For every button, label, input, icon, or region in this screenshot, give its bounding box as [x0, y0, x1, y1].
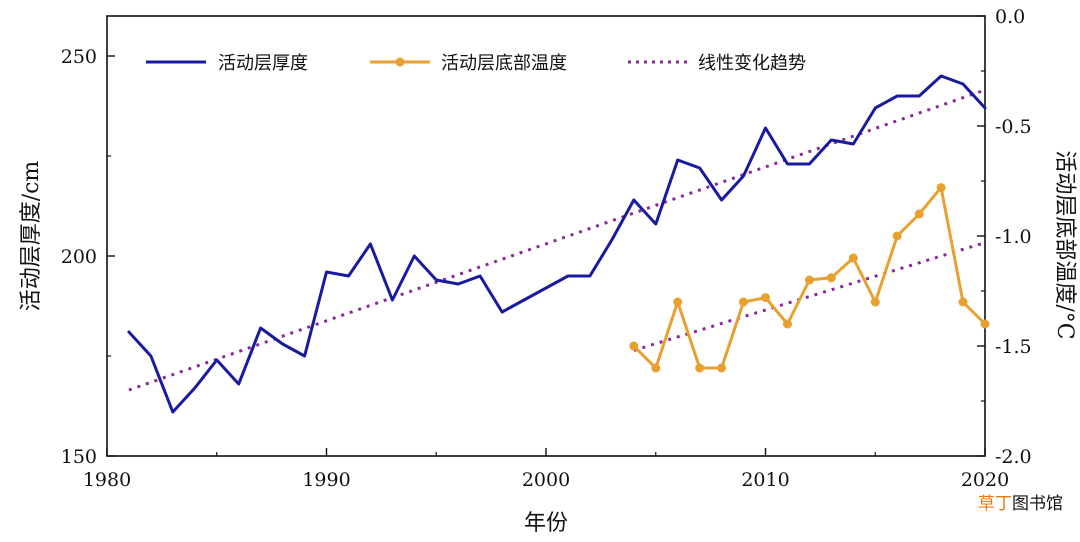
temperature-point	[739, 297, 748, 307]
watermark: 草丁 图书馆	[975, 488, 1075, 516]
temperature-point	[826, 273, 836, 283]
x-axis-title: 年份	[524, 511, 568, 536]
trend-line-right	[633, 241, 986, 352]
y-right-tick-label: -1.5	[995, 336, 1032, 358]
x-tick-label: 2000	[522, 469, 570, 491]
legend: 活动层厚度 活动层底部温度 线性变化趋势	[146, 53, 806, 74]
temperature-point	[848, 253, 858, 263]
y-left-tick-label: 250	[61, 46, 97, 68]
trend-line-left	[128, 88, 986, 392]
ticks-layer: 1980 1990 2000 2010 2020 150 200 250 0.0 -0.5 -1.0…	[61, 6, 1032, 491]
temperature-point	[892, 231, 902, 241]
temperature-point	[958, 297, 968, 307]
temperature-point	[870, 297, 880, 307]
legend-label-trend: 线性变化趋势	[698, 53, 806, 74]
legend-label-temperature: 活动层底部温度	[441, 53, 567, 74]
y-axis-left-title: 活动层厚度/cm	[19, 161, 44, 312]
y-right-tick-label: 0.0	[995, 6, 1025, 28]
temperature-point	[629, 341, 639, 351]
plot-frame	[106, 15, 986, 457]
legend-marker-temperature	[395, 57, 405, 67]
watermark-brand: 草丁	[978, 494, 1012, 514]
temperature-point	[914, 209, 924, 219]
x-tick-label: 1980	[83, 469, 131, 491]
x-tick-label: 1990	[302, 469, 350, 491]
temperature-point	[936, 183, 946, 193]
legend-label-thickness: 活动层厚度	[218, 53, 308, 74]
temperature-point	[717, 363, 727, 373]
temperature-point	[761, 293, 770, 303]
temperature-point	[980, 319, 990, 329]
y-right-tick-label: -0.5	[995, 116, 1032, 138]
temperature-point	[651, 363, 661, 373]
series-layer	[127, 74, 990, 414]
y-left-tick-label: 200	[61, 246, 97, 268]
y-left-tick-label: 150	[61, 446, 97, 468]
temperature-point	[673, 297, 683, 307]
x-tick-label: 2010	[741, 469, 789, 491]
temperature-point	[783, 319, 792, 329]
y-right-tick-label: -2.0	[995, 446, 1032, 468]
series-line-thickness	[127, 74, 987, 414]
temperature-point	[804, 275, 814, 285]
y-axis-right-title: 活动层底部温度/°C	[1052, 150, 1077, 339]
y-right-tick-label: -1.0	[995, 226, 1032, 248]
watermark-suffix: 图书馆	[1012, 494, 1063, 514]
x-tick-label: 2020	[961, 469, 1009, 491]
temperature-point	[695, 363, 705, 373]
